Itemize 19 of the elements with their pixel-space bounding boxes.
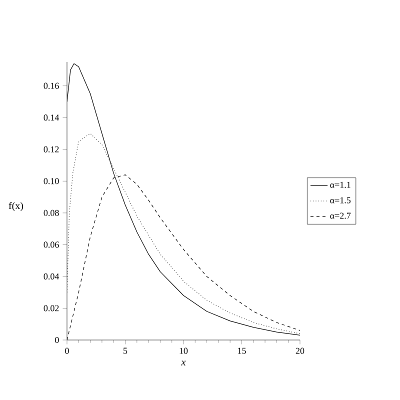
y-tick-label: 0.06 bbox=[44, 242, 59, 248]
y-tick-label: 0 bbox=[55, 336, 59, 344]
y-tick-label: 0.14 bbox=[44, 114, 60, 121]
x-tick-label: 5 bbox=[124, 348, 128, 354]
legend-label: α=1.5 bbox=[330, 197, 351, 204]
legend-label: α=1.1 bbox=[330, 182, 350, 188]
y-tick-label: 0.08 bbox=[44, 210, 59, 216]
x-tick-label: 20 bbox=[296, 348, 304, 354]
x-tick-label: 10 bbox=[180, 348, 188, 354]
y-tick-label: 0.04 bbox=[44, 273, 60, 280]
y-tick-label: 0.16 bbox=[44, 82, 59, 89]
x-axis-title: x bbox=[181, 360, 186, 366]
y-tick-label: 0.12 bbox=[44, 146, 59, 152]
x-tick-label: 15 bbox=[238, 348, 246, 354]
x-tick-label: 0 bbox=[65, 348, 69, 354]
y-axis-title: f(x) bbox=[8, 202, 24, 212]
y-tick-label: 0.10 bbox=[44, 178, 59, 184]
y-tick-label: 0.02 bbox=[44, 305, 59, 312]
legend-label: α=2.7 bbox=[330, 212, 351, 219]
